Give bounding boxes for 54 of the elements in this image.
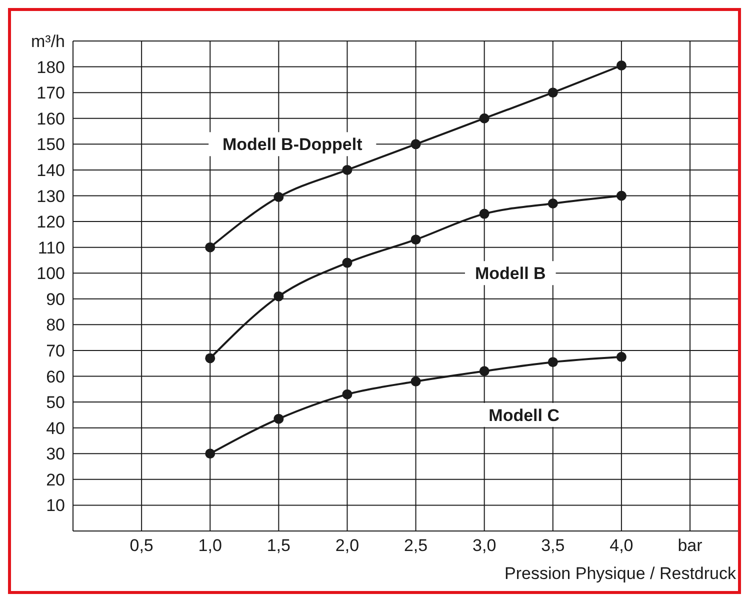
point bbox=[548, 198, 558, 208]
point bbox=[616, 190, 626, 201]
y-tick-label: 170 bbox=[36, 84, 65, 103]
series-label: Modell B-Doppelt bbox=[222, 135, 363, 154]
page-frame: Modell B-Doppelt Modell B Modell C 0,5 1,0 1,5 2,0 2,5 3,0 3,5 4,0 bar Pression Physique / Restdruck 10 20 30 40 50 60 70 80 90 100 110 120 130 140 150 160 170 180 m³/h bbox=[8, 8, 741, 594]
x-tick-label: bar bbox=[678, 536, 703, 556]
x-tick-label: 3,0 bbox=[472, 536, 496, 556]
x-tick-label: 1,5 bbox=[266, 536, 290, 556]
y-tick-label: 100 bbox=[36, 264, 65, 284]
text: Modell B bbox=[474, 264, 546, 284]
point bbox=[342, 389, 352, 400]
point bbox=[616, 352, 626, 362]
x-tick-label: 2,5 bbox=[404, 536, 428, 556]
point bbox=[479, 208, 490, 219]
series-label: Modell C bbox=[488, 406, 560, 425]
y-tick-label: 40 bbox=[46, 418, 65, 438]
y-tick-label: 10 bbox=[46, 496, 65, 516]
point bbox=[616, 60, 626, 70]
y-tick-label: 60 bbox=[46, 367, 65, 386]
y-tick-label: 130 bbox=[36, 186, 65, 206]
point bbox=[342, 258, 352, 268]
y-tick-label: 140 bbox=[36, 160, 65, 180]
x-tick-label: 0,5 bbox=[130, 536, 154, 556]
x-tick-label: 1,0 bbox=[198, 536, 222, 556]
point bbox=[410, 139, 421, 150]
x-tick-label: 3,5 bbox=[541, 536, 565, 556]
y-tick-label: 180 bbox=[36, 58, 65, 77]
y-tick-label: 90 bbox=[46, 290, 65, 309]
point bbox=[205, 242, 216, 252]
point bbox=[548, 88, 558, 98]
y-tick-label: 150 bbox=[36, 135, 65, 154]
y-tick-label: 50 bbox=[46, 393, 65, 412]
point bbox=[548, 357, 558, 368]
y-tick-label: 20 bbox=[46, 470, 65, 490]
y-tick-label: m³/h bbox=[31, 32, 65, 52]
y-tick-label: 160 bbox=[36, 109, 65, 128]
y-tick-label: 30 bbox=[46, 444, 65, 464]
x-axis-title: Pression Physique / Restdruck bbox=[504, 564, 736, 583]
y-tick-label: 70 bbox=[46, 342, 65, 361]
x-tick-label: 4,0 bbox=[610, 536, 634, 556]
point bbox=[274, 192, 284, 202]
y-tick-label: 80 bbox=[46, 316, 65, 335]
point bbox=[205, 448, 216, 459]
point bbox=[274, 414, 284, 424]
y-tick-label: 120 bbox=[36, 212, 65, 232]
point bbox=[410, 376, 421, 386]
point bbox=[479, 366, 490, 376]
point bbox=[205, 353, 216, 364]
point bbox=[342, 164, 352, 175]
point bbox=[410, 234, 421, 245]
point bbox=[274, 291, 284, 302]
y-tick-label: 110 bbox=[38, 238, 65, 258]
x-tick-label: 2,0 bbox=[335, 536, 360, 556]
point bbox=[479, 113, 490, 124]
